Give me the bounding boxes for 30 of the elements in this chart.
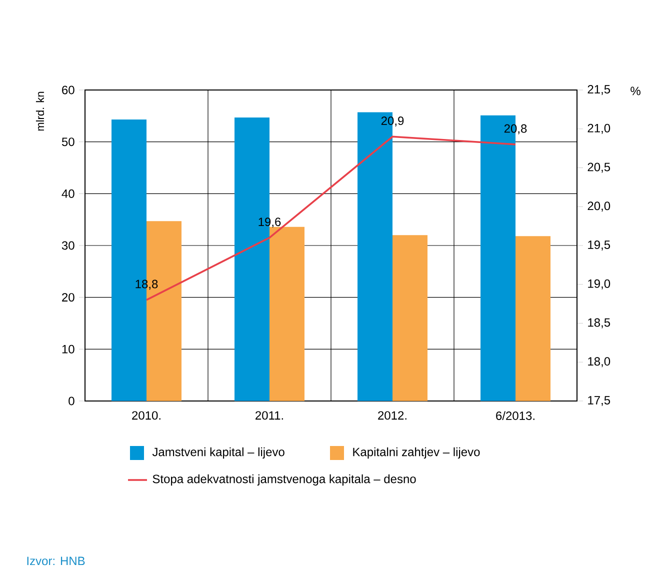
- y-tick-label: 10: [62, 344, 74, 354]
- legend-label: Jamstveni kapital – lijevo: [152, 447, 284, 459]
- bar: [270, 226, 304, 401]
- bar: [392, 235, 428, 401]
- y2-tick-label: 17,5: [588, 396, 610, 406]
- y2-tick-label: 20,5: [588, 162, 610, 173]
- y-tick-label: 60: [62, 86, 74, 94]
- x-tick-label: 2012.: [378, 411, 406, 420]
- y-tick-label: 40: [62, 189, 74, 198]
- y2-tick-label: 19,5: [588, 240, 610, 250]
- y-axis-title: mlrd. kn: [36, 92, 44, 131]
- legend-label: Kapitalni zahtjev – lijevo: [353, 447, 480, 459]
- y2-tick-label: 19,0: [588, 279, 610, 290]
- x-tick-label: 2010.: [132, 411, 160, 420]
- x-tick-label: 6/2013.: [496, 411, 534, 420]
- y-tick-label: 0: [68, 396, 74, 406]
- bar: [516, 236, 550, 401]
- legend-label: Stopa adekvatnosti jamstvenoga kapitala – desno: [152, 474, 416, 486]
- y2-tick-label: 21,0: [588, 124, 610, 134]
- y-tick-label: 50: [62, 138, 74, 146]
- y2-tick-label: 18,5: [588, 318, 610, 328]
- y2-tick-label: 20,0: [588, 202, 610, 212]
- x-tick-label: 2011.: [256, 411, 283, 420]
- y2-tick-label: 21,5: [588, 85, 610, 95]
- y-tick-label: 20: [62, 293, 74, 302]
- text: Izvor: HNB: [27, 556, 85, 566]
- y2-axis-title: %: [630, 86, 640, 96]
- y-tick-label: 30: [62, 241, 74, 250]
- y2-tick-label: 18,0: [588, 357, 610, 368]
- data-label: 20,8: [504, 124, 527, 134]
